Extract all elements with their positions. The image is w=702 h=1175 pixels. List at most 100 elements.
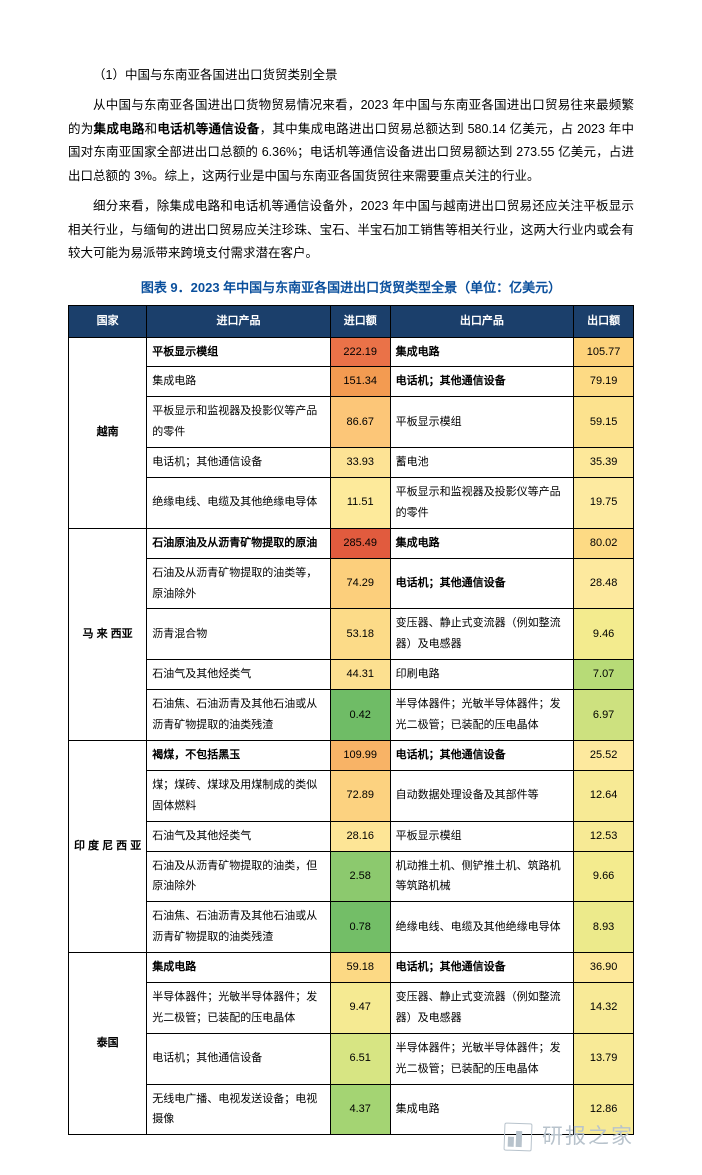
- export-product-cell: 变压器、静止式变流器（例如整流器）及电感器: [390, 982, 574, 1033]
- export-product-cell: 机动推土机、侧铲推土机、筑路机等筑路机械: [390, 851, 574, 902]
- th-import-product: 进口产品: [147, 305, 331, 337]
- export-value-cell: 80.02: [574, 528, 634, 558]
- import-product-cell: 褐煤，不包括黑玉: [147, 740, 331, 770]
- import-value-cell: 74.29: [330, 558, 390, 609]
- export-value-cell: 9.46: [574, 609, 634, 660]
- p1-bold1: 集成电路: [94, 122, 145, 136]
- export-product-cell: 半导体器件；光敏半导体器件；发光二极管；已装配的压电晶体: [390, 1033, 574, 1084]
- import-value-cell: 72.89: [330, 770, 390, 821]
- watermark: 研报之家: [504, 1117, 634, 1157]
- import-product-cell: 电话机；其他通信设备: [147, 1033, 331, 1084]
- trade-table: 国家 进口产品 进口额 出口产品 出口额 越南平板显示模组222.19集成电路1…: [68, 305, 634, 1136]
- export-value-cell: 6.97: [574, 690, 634, 741]
- th-export-value: 出口额: [574, 305, 634, 337]
- export-value-cell: 7.07: [574, 660, 634, 690]
- p1-mid: 和: [145, 122, 158, 136]
- section-heading: （1）中国与东南亚各国进出口货贸类别全景: [68, 64, 634, 88]
- export-value-cell: 8.93: [574, 902, 634, 953]
- export-value-cell: 9.66: [574, 851, 634, 902]
- import-product-cell: 石油原油及从沥青矿物提取的原油: [147, 528, 331, 558]
- export-product-cell: 绝缘电线、电缆及其他绝缘电导体: [390, 902, 574, 953]
- import-product-cell: 沥青混合物: [147, 609, 331, 660]
- export-value-cell: 36.90: [574, 953, 634, 983]
- chart-icon: [504, 1123, 533, 1152]
- export-product-cell: 印刷电路: [390, 660, 574, 690]
- th-import-value: 进口额: [330, 305, 390, 337]
- figure-title: 图表 9．2023 年中国与东南亚各国进出口货贸类型全景（单位：亿美元）: [68, 276, 634, 301]
- p1-bold2: 电话机等通信设备: [157, 122, 259, 136]
- import-product-cell: 石油焦、石油沥青及其他石油或从沥青矿物提取的油类残渣: [147, 902, 331, 953]
- country-cell: 泰国: [69, 953, 147, 1135]
- import-product-cell: 无线电广播、电视发送设备；电视摄像: [147, 1084, 331, 1135]
- table-row: 煤；煤砖、煤球及用煤制成的类似固体燃料72.89自动数据处理设备及其部件等12.…: [69, 770, 634, 821]
- import-value-cell: 11.51: [330, 478, 390, 529]
- table-row: 半导体器件；光敏半导体器件；发光二极管；已装配的压电晶体9.47变压器、静止式变…: [69, 982, 634, 1033]
- import-product-cell: 石油及从沥青矿物提取的油类等，原油除外: [147, 558, 331, 609]
- export-value-cell: 12.53: [574, 821, 634, 851]
- export-value-cell: 25.52: [574, 740, 634, 770]
- country-cell: 越南: [69, 337, 147, 528]
- export-product-cell: 平板显示模组: [390, 821, 574, 851]
- import-value-cell: 285.49: [330, 528, 390, 558]
- table-row: 平板显示和监视器及投影仪等产品的零件86.67平板显示模组59.15: [69, 397, 634, 448]
- import-product-cell: 绝缘电线、电缆及其他绝缘电导体: [147, 478, 331, 529]
- import-value-cell: 9.47: [330, 982, 390, 1033]
- export-value-cell: 35.39: [574, 448, 634, 478]
- import-value-cell: 53.18: [330, 609, 390, 660]
- import-product-cell: 石油及从沥青矿物提取的油类，但原油除外: [147, 851, 331, 902]
- export-product-cell: 变压器、静止式变流器（例如整流器）及电感器: [390, 609, 574, 660]
- export-product-cell: 蓄电池: [390, 448, 574, 478]
- export-value-cell: 105.77: [574, 337, 634, 367]
- table-header-row: 国家 进口产品 进口额 出口产品 出口额: [69, 305, 634, 337]
- table-row: 泰国集成电路59.18电话机；其他通信设备36.90: [69, 953, 634, 983]
- table-row: 石油气及其他烃类气44.31印刷电路7.07: [69, 660, 634, 690]
- import-product-cell: 煤；煤砖、煤球及用煤制成的类似固体燃料: [147, 770, 331, 821]
- import-value-cell: 44.31: [330, 660, 390, 690]
- export-product-cell: 电话机；其他通信设备: [390, 740, 574, 770]
- export-value-cell: 13.79: [574, 1033, 634, 1084]
- export-value-cell: 79.19: [574, 367, 634, 397]
- import-product-cell: 电话机；其他通信设备: [147, 448, 331, 478]
- import-value-cell: 151.34: [330, 367, 390, 397]
- import-product-cell: 集成电路: [147, 953, 331, 983]
- import-product-cell: 石油气及其他烃类气: [147, 821, 331, 851]
- paragraph-1: 从中国与东南亚各国进出口货物贸易情况来看，2023 年中国与东南亚各国进出口贸易…: [68, 94, 634, 189]
- import-product-cell: 平板显示模组: [147, 337, 331, 367]
- table-row: 沥青混合物53.18变压器、静止式变流器（例如整流器）及电感器9.46: [69, 609, 634, 660]
- import-value-cell: 2.58: [330, 851, 390, 902]
- export-product-cell: 集成电路: [390, 337, 574, 367]
- import-value-cell: 86.67: [330, 397, 390, 448]
- export-product-cell: 半导体器件；光敏半导体器件；发光二极管；已装配的压电晶体: [390, 690, 574, 741]
- export-product-cell: 平板显示和监视器及投影仪等产品的零件: [390, 478, 574, 529]
- table-row: 绝缘电线、电缆及其他绝缘电导体11.51平板显示和监视器及投影仪等产品的零件19…: [69, 478, 634, 529]
- table-row: 印 度 尼 西 亚褐煤，不包括黑玉109.99电话机；其他通信设备25.52: [69, 740, 634, 770]
- import-product-cell: 半导体器件；光敏半导体器件；发光二极管；已装配的压电晶体: [147, 982, 331, 1033]
- import-product-cell: 石油气及其他烃类气: [147, 660, 331, 690]
- th-country: 国家: [69, 305, 147, 337]
- table-row: 电话机；其他通信设备6.51半导体器件；光敏半导体器件；发光二极管；已装配的压电…: [69, 1033, 634, 1084]
- export-product-cell: 平板显示模组: [390, 397, 574, 448]
- country-cell: 马 来 西亚: [69, 528, 147, 740]
- import-value-cell: 28.16: [330, 821, 390, 851]
- export-product-cell: 电话机；其他通信设备: [390, 953, 574, 983]
- table-row: 马 来 西亚石油原油及从沥青矿物提取的原油285.49集成电路80.02: [69, 528, 634, 558]
- import-product-cell: 石油焦、石油沥青及其他石油或从沥青矿物提取的油类残渣: [147, 690, 331, 741]
- table-row: 电话机；其他通信设备33.93蓄电池35.39: [69, 448, 634, 478]
- export-product-cell: 电话机；其他通信设备: [390, 558, 574, 609]
- import-value-cell: 109.99: [330, 740, 390, 770]
- table-row: 石油及从沥青矿物提取的油类，但原油除外2.58机动推土机、侧铲推土机、筑路机等筑…: [69, 851, 634, 902]
- import-product-cell: 平板显示和监视器及投影仪等产品的零件: [147, 397, 331, 448]
- table-row: 石油焦、石油沥青及其他石油或从沥青矿物提取的油类残渣0.42半导体器件；光敏半导…: [69, 690, 634, 741]
- import-value-cell: 0.42: [330, 690, 390, 741]
- table-row: 石油气及其他烃类气28.16平板显示模组12.53: [69, 821, 634, 851]
- export-value-cell: 12.64: [574, 770, 634, 821]
- import-product-cell: 集成电路: [147, 367, 331, 397]
- export-product-cell: 自动数据处理设备及其部件等: [390, 770, 574, 821]
- table-row: 集成电路151.34电话机；其他通信设备79.19: [69, 367, 634, 397]
- export-product-cell: 集成电路: [390, 528, 574, 558]
- import-value-cell: 6.51: [330, 1033, 390, 1084]
- import-value-cell: 4.37: [330, 1084, 390, 1135]
- export-value-cell: 28.48: [574, 558, 634, 609]
- table-row: 越南平板显示模组222.19集成电路105.77: [69, 337, 634, 367]
- th-export-product: 出口产品: [390, 305, 574, 337]
